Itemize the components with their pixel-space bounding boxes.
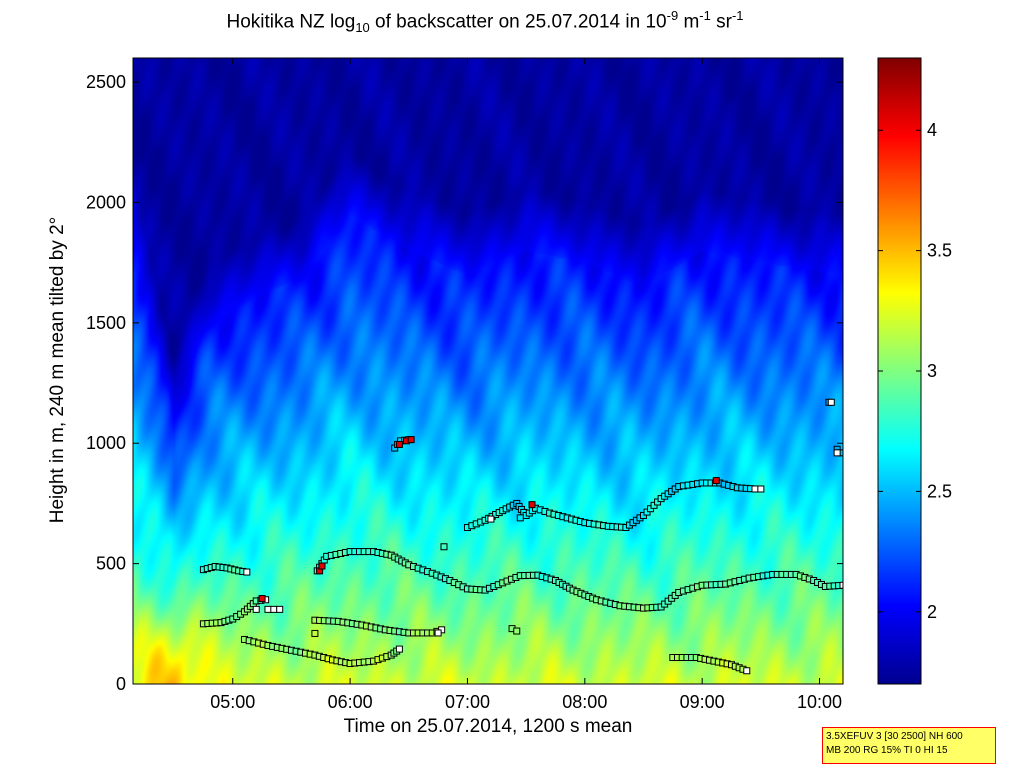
white-marker [434,629,442,637]
x-tick-label: 09:00 [680,692,725,712]
x-tick-label: 10:00 [797,692,842,712]
white-marker [757,485,765,493]
white-marker [487,515,495,523]
plot-frame [132,57,844,685]
y-tick-label: 1000 [86,433,126,453]
x-tick-label: 05:00 [210,692,255,712]
layer-marker [743,667,751,675]
isolated-marker [516,514,524,522]
x-axis-label: Time on 25.07.2014, 1200 s mean [343,716,633,737]
info-line-1: 3.5XEFUV 3 [30 2500] NH 600 [826,731,963,742]
detection-markers [199,398,843,675]
y-tick-label: 2500 [86,72,126,92]
layer-marker [751,485,759,493]
layer-marker [395,645,403,653]
white-marker [827,398,835,406]
red-marker [395,440,403,448]
y-tick-label: 0 [116,674,126,694]
info-box: 3.5XEFUV 3 [30 2500] NH 600 MB 200 RG 15… [822,727,996,764]
info-line-2: MB 200 RG 15% TI 0 HI 15 [826,745,948,756]
x-tick-label: 08:00 [562,692,607,712]
y-tick-label: 2000 [86,192,126,212]
white-marker [264,605,272,613]
y-axis-label: Height in m, 240 m mean tilted by 2° [47,216,68,524]
white-marker [276,605,284,613]
isolated-marker [311,629,319,637]
y-tick-label: 1500 [86,313,126,333]
y-tick-label: 500 [96,554,126,574]
y-axis: 0 500 1000 1500 2000 2500 [86,72,843,694]
layer-marker [243,568,251,576]
red-marker [528,501,536,509]
chart-title: Hokitika NZ log10 of backscatter on 25.0… [226,8,744,36]
red-marker [318,562,326,570]
backscatter-field [133,58,843,684]
white-marker [270,605,278,613]
x-tick-label: 06:00 [328,692,373,712]
layer-marker [839,581,843,589]
x-tick-label: 07:00 [445,692,490,712]
red-marker [258,595,266,603]
white-marker [833,449,841,457]
red-marker [407,436,415,444]
white-marker [252,605,260,613]
red-marker [712,477,720,485]
isolated-marker [440,543,448,551]
x-axis: 05:00 06:00 07:00 08:00 09:00 10:00 [210,58,842,712]
isolated-marker [513,627,521,635]
